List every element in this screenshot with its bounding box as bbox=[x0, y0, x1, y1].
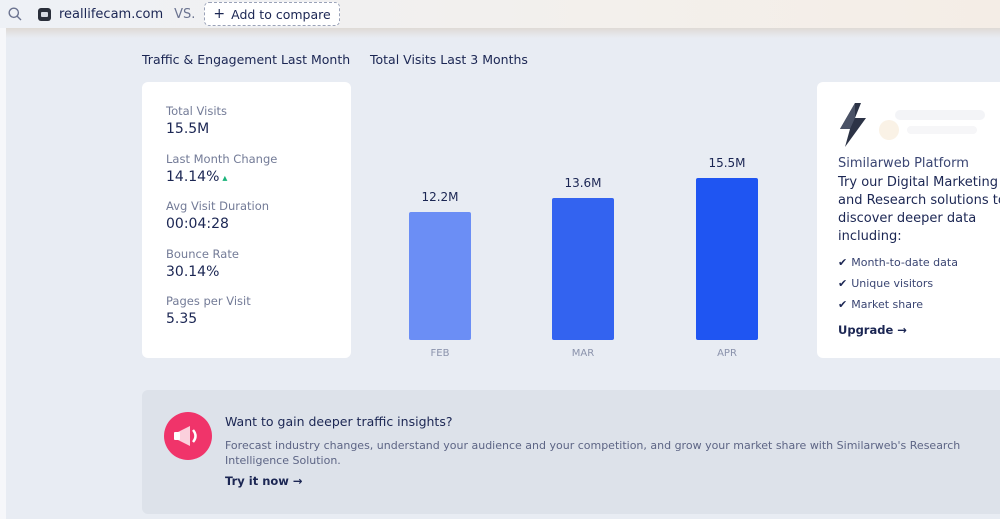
add-to-compare-label: Add to compare bbox=[231, 6, 331, 22]
stats-card: Total Visits 15.5M Last Month Change 14.… bbox=[142, 82, 351, 358]
stat-value: 00:04:28 bbox=[166, 216, 229, 232]
traffic-engagement-title: Traffic & Engagement Last Month bbox=[142, 52, 351, 67]
x-tick-label: APR bbox=[717, 348, 737, 359]
trend-up-icon: ▴ bbox=[222, 173, 228, 184]
domain-label[interactable]: reallifecam.com bbox=[59, 6, 164, 22]
bar-value-label: 12.2M bbox=[421, 190, 459, 205]
decorative-shape bbox=[879, 110, 985, 140]
try-it-now-link[interactable]: Try it now → bbox=[225, 474, 303, 488]
bar-feb[interactable] bbox=[409, 212, 471, 340]
x-tick-label: MAR bbox=[571, 348, 595, 359]
feature-label: Market share bbox=[851, 298, 924, 311]
stat-label: Pages per Visit bbox=[166, 294, 251, 308]
stat-value: 5.35 bbox=[166, 311, 198, 327]
stat-value-row: 14.14% ▴ bbox=[166, 168, 277, 188]
checkmark-icon: ✔ bbox=[838, 277, 848, 290]
search-icon[interactable] bbox=[8, 7, 22, 21]
stat-value: 15.5M bbox=[166, 121, 210, 137]
x-tick-label: FEB bbox=[430, 348, 450, 359]
add-to-compare-button[interactable]: + Add to compare bbox=[204, 2, 340, 26]
stat-last-month-change: Last Month Change 14.14% ▴ bbox=[166, 152, 277, 188]
feature-item: ✔ Market share bbox=[838, 294, 958, 315]
stat-label: Bounce Rate bbox=[166, 247, 239, 261]
total-visits-title: Total Visits Last 3 Months bbox=[370, 52, 528, 67]
upgrade-card: Similarweb Platform Try our Digital Mark… bbox=[817, 82, 1000, 358]
upgrade-link[interactable]: Upgrade → bbox=[838, 323, 907, 337]
total-visits-bar-chart: 12.2M FEB 13.6M MAR 15.5M APR bbox=[370, 80, 800, 370]
platform-label: Similarweb Platform bbox=[838, 156, 969, 171]
stat-value: 30.14% bbox=[166, 264, 220, 280]
left-edge bbox=[0, 28, 6, 519]
bar-apr[interactable] bbox=[696, 178, 758, 340]
stat-total-visits: Total Visits 15.5M bbox=[166, 104, 227, 138]
promo-title: Want to gain deeper traffic insights? bbox=[225, 414, 453, 429]
bar-value-label: 15.5M bbox=[708, 156, 746, 170]
stat-pages-per-visit: Pages per Visit 5.35 bbox=[166, 294, 251, 328]
bar-mar[interactable] bbox=[552, 197, 614, 340]
feature-item: ✔ Unique visitors bbox=[838, 273, 958, 294]
promo-description: Forecast industry changes, understand yo… bbox=[225, 439, 961, 467]
stat-label: Total Visits bbox=[166, 104, 228, 118]
upgrade-headline: Try our Digital Marketing and Research s… bbox=[838, 175, 1000, 244]
bar-value-label: 13.6M bbox=[564, 175, 602, 190]
stat-label: Last Month Change bbox=[166, 152, 278, 166]
lightning-bolt-icon bbox=[840, 103, 866, 147]
stat-bounce-rate: Bounce Rate 30.14% bbox=[166, 247, 239, 281]
feature-label: Unique visitors bbox=[851, 277, 934, 290]
plus-icon: + bbox=[213, 6, 226, 22]
stat-value: 14.14% bbox=[166, 169, 220, 185]
checkmark-icon: ✔ bbox=[838, 256, 848, 269]
feature-label: Month-to-date data bbox=[851, 256, 958, 269]
top-bar: reallifecam.com VS. + Add to compare bbox=[0, 0, 1000, 28]
promo-banner: Want to gain deeper traffic insights? Fo… bbox=[142, 390, 1000, 514]
megaphone-icon bbox=[164, 412, 212, 460]
feature-item: ✔ Month-to-date data bbox=[838, 252, 958, 273]
stat-avg-visit-duration: Avg Visit Duration 00:04:28 bbox=[166, 199, 269, 233]
vs-label: VS. bbox=[174, 6, 196, 22]
header-shadow bbox=[0, 28, 1000, 38]
site-favicon-icon bbox=[38, 7, 51, 21]
stat-label: Avg Visit Duration bbox=[166, 199, 270, 213]
checkmark-icon: ✔ bbox=[838, 298, 848, 311]
feature-list: ✔ Month-to-date data ✔ Unique visitors ✔ Ma… bbox=[838, 252, 958, 315]
